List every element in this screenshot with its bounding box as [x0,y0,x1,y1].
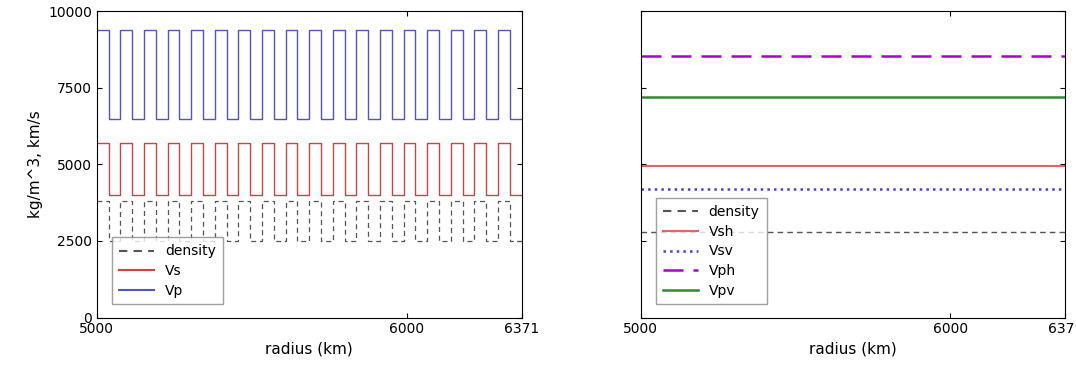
Legend: density, Vsh, Vsv, Vph, Vpv: density, Vsh, Vsv, Vph, Vpv [656,198,766,304]
X-axis label: radius (km): radius (km) [266,342,353,357]
Y-axis label: kg/m^3, km/s: kg/m^3, km/s [28,110,43,218]
X-axis label: radius (km): radius (km) [809,342,896,357]
Legend: density, Vs, Vp: density, Vs, Vp [112,237,223,304]
